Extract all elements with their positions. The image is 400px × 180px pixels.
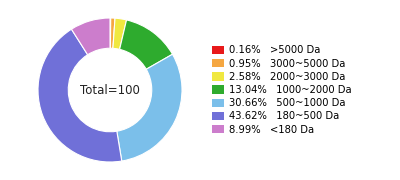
Text: Total=100: Total=100 bbox=[80, 84, 140, 96]
Wedge shape bbox=[113, 18, 126, 49]
Wedge shape bbox=[72, 18, 110, 55]
Legend: 0.16%   >5000 Da, 0.95%   3000~5000 Da, 2.58%   2000~3000 Da, 13.04%   1000~2000: 0.16% >5000 Da, 0.95% 3000~5000 Da, 2.58… bbox=[212, 45, 352, 135]
Wedge shape bbox=[117, 54, 182, 161]
Wedge shape bbox=[38, 29, 122, 162]
Wedge shape bbox=[110, 18, 115, 48]
Wedge shape bbox=[120, 20, 172, 69]
Wedge shape bbox=[110, 18, 111, 48]
